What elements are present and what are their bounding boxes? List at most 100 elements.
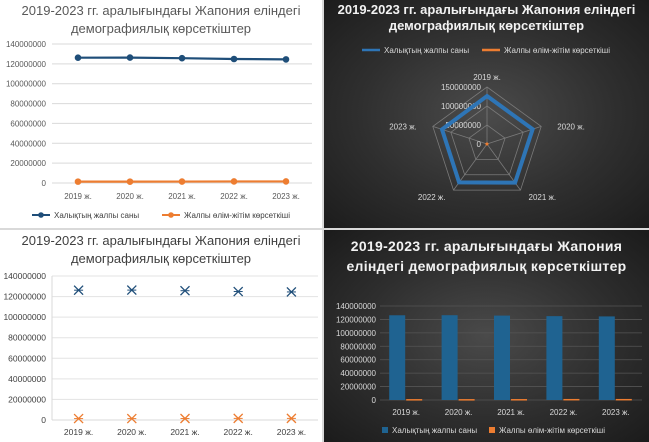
x-tick-label: 2021 ж. — [497, 408, 525, 417]
radial-tick-label: 150000000 — [441, 83, 482, 92]
legend-label: Халықтың жалпы саны — [54, 211, 139, 220]
radar-grid-ring — [450, 105, 524, 176]
y-tick-label: 0 — [42, 179, 47, 188]
y-tick-label: 120000000 — [6, 60, 47, 69]
data-point-marker — [282, 178, 290, 185]
data-point-marker — [126, 413, 137, 424]
y-tick-label: 100000000 — [6, 80, 47, 89]
data-point-marker — [126, 285, 137, 296]
radar-chart-panel: 2019-2023 гг. аралығындағы Жапония елінд… — [324, 0, 649, 228]
bar — [389, 315, 406, 400]
legend-label: Халықтың жалпы саны — [384, 46, 469, 55]
data-point-marker — [74, 54, 82, 62]
data-point-marker — [230, 178, 238, 185]
bar — [406, 399, 423, 401]
y-tick-label: 20000000 — [10, 159, 46, 168]
bar — [563, 398, 580, 401]
data-point-marker — [178, 54, 186, 62]
y-tick-label: 120000000 — [3, 292, 46, 302]
data-point-marker — [233, 286, 244, 297]
data-point-marker — [73, 413, 84, 424]
legend-marker — [168, 212, 174, 218]
panel-divider-vertical — [322, 0, 324, 442]
y-tick-label: 60000000 — [8, 353, 46, 363]
radar-grid-ring — [432, 86, 542, 191]
line-chart-svg: 0 20000000 40000000 60000000 80000000 1000000… — [6, 40, 312, 220]
bar — [511, 399, 527, 401]
y-tick-label: 100000000 — [336, 329, 377, 338]
y-tick-label: 80000000 — [340, 342, 376, 351]
y-tick-label: 40000000 — [10, 139, 46, 148]
category-label: 2021 ж. — [529, 193, 557, 202]
data-point-marker — [126, 178, 134, 185]
legend-marker — [38, 212, 44, 218]
data-point-marker — [178, 178, 186, 185]
data-point-marker — [73, 285, 84, 296]
x-tick-label: 2021 ж. — [170, 427, 199, 437]
radial-tick-label: 50000000 — [445, 121, 481, 130]
data-point-marker — [126, 54, 134, 61]
legend-swatch — [382, 427, 388, 433]
y-tick-label: 80000000 — [10, 100, 46, 109]
x-tick-label: 2020 ж. — [445, 408, 473, 417]
y-tick-label: 60000000 — [10, 119, 46, 128]
x-tick-label: 2022 ж. — [550, 408, 578, 417]
y-tick-label: 20000000 — [8, 394, 46, 404]
bar-chart-panel: 2019-2023 гг. аралығындағы Жапония елінд… — [324, 230, 649, 442]
legend-label: Жалпы өлім-жітім көрсеткіші — [504, 46, 610, 55]
bar-chart-svg: 0 20000000 40000000 60000000 80000000 1000000… — [336, 302, 642, 435]
x-tick-label: 2020 ж. — [116, 192, 144, 201]
data-point-marker — [180, 285, 190, 296]
y-tick-label: 40000000 — [340, 369, 376, 378]
line-chart-panel: 2019-2023 гг. аралығындағы Жапония елінд… — [0, 0, 322, 228]
y-tick-label: 80000000 — [8, 333, 46, 343]
x-tick-label: 2023 ж. — [277, 427, 306, 437]
scatter-chart-title: 2019-2023 гг. аралығындағы Жапония елінд… — [21, 233, 301, 266]
legend-label: Жалпы өлім-жітім көрсеткіші — [184, 211, 290, 220]
y-tick-label: 20000000 — [340, 383, 376, 392]
x-tick-label: 2021 ж. — [168, 192, 196, 201]
y-tick-label: 140000000 — [336, 302, 377, 311]
bar — [441, 315, 458, 400]
panel-divider-horizontal — [0, 228, 649, 230]
series-polygon — [485, 142, 489, 146]
x-tick-label: 2020 ж. — [117, 427, 146, 437]
y-tick-label: 40000000 — [8, 374, 46, 384]
bar — [615, 398, 632, 401]
legend-label: Жалпы өлім-жітім көрсеткіші — [499, 426, 605, 435]
bar — [494, 315, 510, 400]
data-point-marker — [282, 56, 290, 63]
y-tick-label: 60000000 — [340, 356, 376, 365]
x-tick-label: 2022 ж. — [220, 192, 248, 201]
category-label: 2019 ж. — [473, 73, 501, 82]
data-point-marker — [180, 413, 190, 424]
x-tick-label: 2023 ж. — [272, 192, 300, 201]
radial-tick-label: 0 — [477, 140, 482, 149]
x-tick-label: 2019 ж. — [64, 192, 92, 201]
data-point-marker — [74, 178, 82, 185]
legend-swatch — [489, 427, 495, 433]
category-label: 2020 ж. — [557, 122, 585, 131]
y-tick-label: 140000000 — [3, 271, 46, 281]
category-label: 2023 ж. — [389, 122, 417, 131]
scatter-chart-panel: 2019-2023 гг. аралығындағы Жапония елінд… — [0, 230, 322, 442]
y-tick-label: 120000000 — [336, 315, 377, 324]
bar — [458, 399, 475, 401]
x-tick-label: 2023 ж. — [602, 408, 630, 417]
radar-grid-ring — [468, 124, 506, 160]
x-tick-label: 2019 ж. — [392, 408, 420, 417]
data-point-marker — [230, 55, 238, 63]
data-point-marker — [233, 413, 244, 424]
line-chart-title: 2019-2023 гг. аралығындағы Жапония елінд… — [21, 3, 301, 36]
x-tick-label: 2022 ж. — [224, 427, 253, 437]
data-point-marker — [286, 413, 297, 424]
radial-tick-label: 100000000 — [441, 102, 482, 111]
category-label: 2022 ж. — [418, 193, 446, 202]
y-tick-label: 100000000 — [3, 312, 46, 322]
x-tick-label: 2019 ж. — [64, 427, 93, 437]
bar — [546, 316, 563, 400]
series-polygon — [439, 93, 536, 185]
y-tick-label: 140000000 — [6, 40, 47, 49]
bar-chart-title: 2019-2023 гг. аралығындағы Жапония елінд… — [346, 238, 627, 274]
